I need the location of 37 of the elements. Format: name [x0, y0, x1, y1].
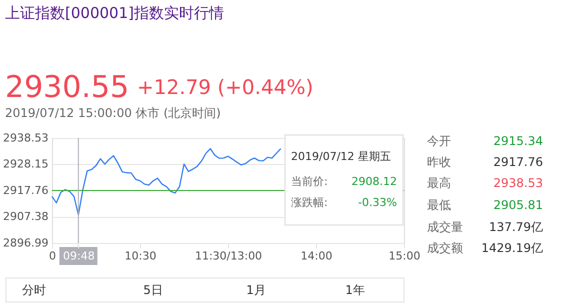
text: 1年	[345, 283, 365, 297]
y-tick-label: 2928.15	[3, 158, 48, 171]
text: 2915.34	[493, 134, 543, 148]
text: 137.79亿	[489, 220, 543, 234]
x-tick-label: 11:30/13:00	[194, 250, 262, 262]
annotation: 2019/07/12 星期五	[291, 150, 391, 163]
text: 1429.19亿	[481, 241, 543, 255]
x-tick-label: 14:00	[300, 250, 332, 262]
text: 5日	[143, 283, 163, 297]
y-tick-label: 2907.38	[3, 210, 48, 224]
text: 2938.53	[493, 176, 543, 190]
y-tick-label: 2896.99	[3, 236, 48, 250]
text: +12.79 (+0.44%)	[137, 75, 314, 99]
chart-title: 上证指数[000001]指数实时行情	[5, 4, 224, 22]
text: 成交额	[427, 241, 463, 255]
x-tick-label: 09:48	[63, 250, 95, 262]
text: 分时	[22, 283, 46, 297]
annotation: 当前价:	[291, 175, 328, 188]
line-series	[51, 148, 282, 216]
annotation: -0.33%	[358, 196, 397, 209]
x-tick-label: 15:00	[388, 250, 420, 262]
text: 昨收	[427, 155, 451, 169]
text: 成交量	[427, 220, 463, 234]
y-tick-label: 2917.76	[3, 184, 48, 197]
text: 1月	[246, 283, 266, 297]
text: 2917.76	[493, 155, 543, 169]
x-tick-label: 10:30	[124, 250, 156, 262]
annotation: 2908.12	[352, 175, 397, 188]
text: 2019/07/12 15:00:00 休市 (北京时间)	[5, 106, 221, 120]
text: 2930.55	[5, 70, 130, 105]
text: 最高	[427, 176, 451, 190]
y-tick-label: 2938.53	[3, 132, 48, 144]
text: 今开	[427, 134, 451, 148]
text: 最低	[427, 198, 451, 212]
text: 2905.81	[493, 198, 543, 212]
annotation: 涨跌幅:	[291, 196, 328, 209]
x-tick-label: 0	[49, 250, 56, 262]
